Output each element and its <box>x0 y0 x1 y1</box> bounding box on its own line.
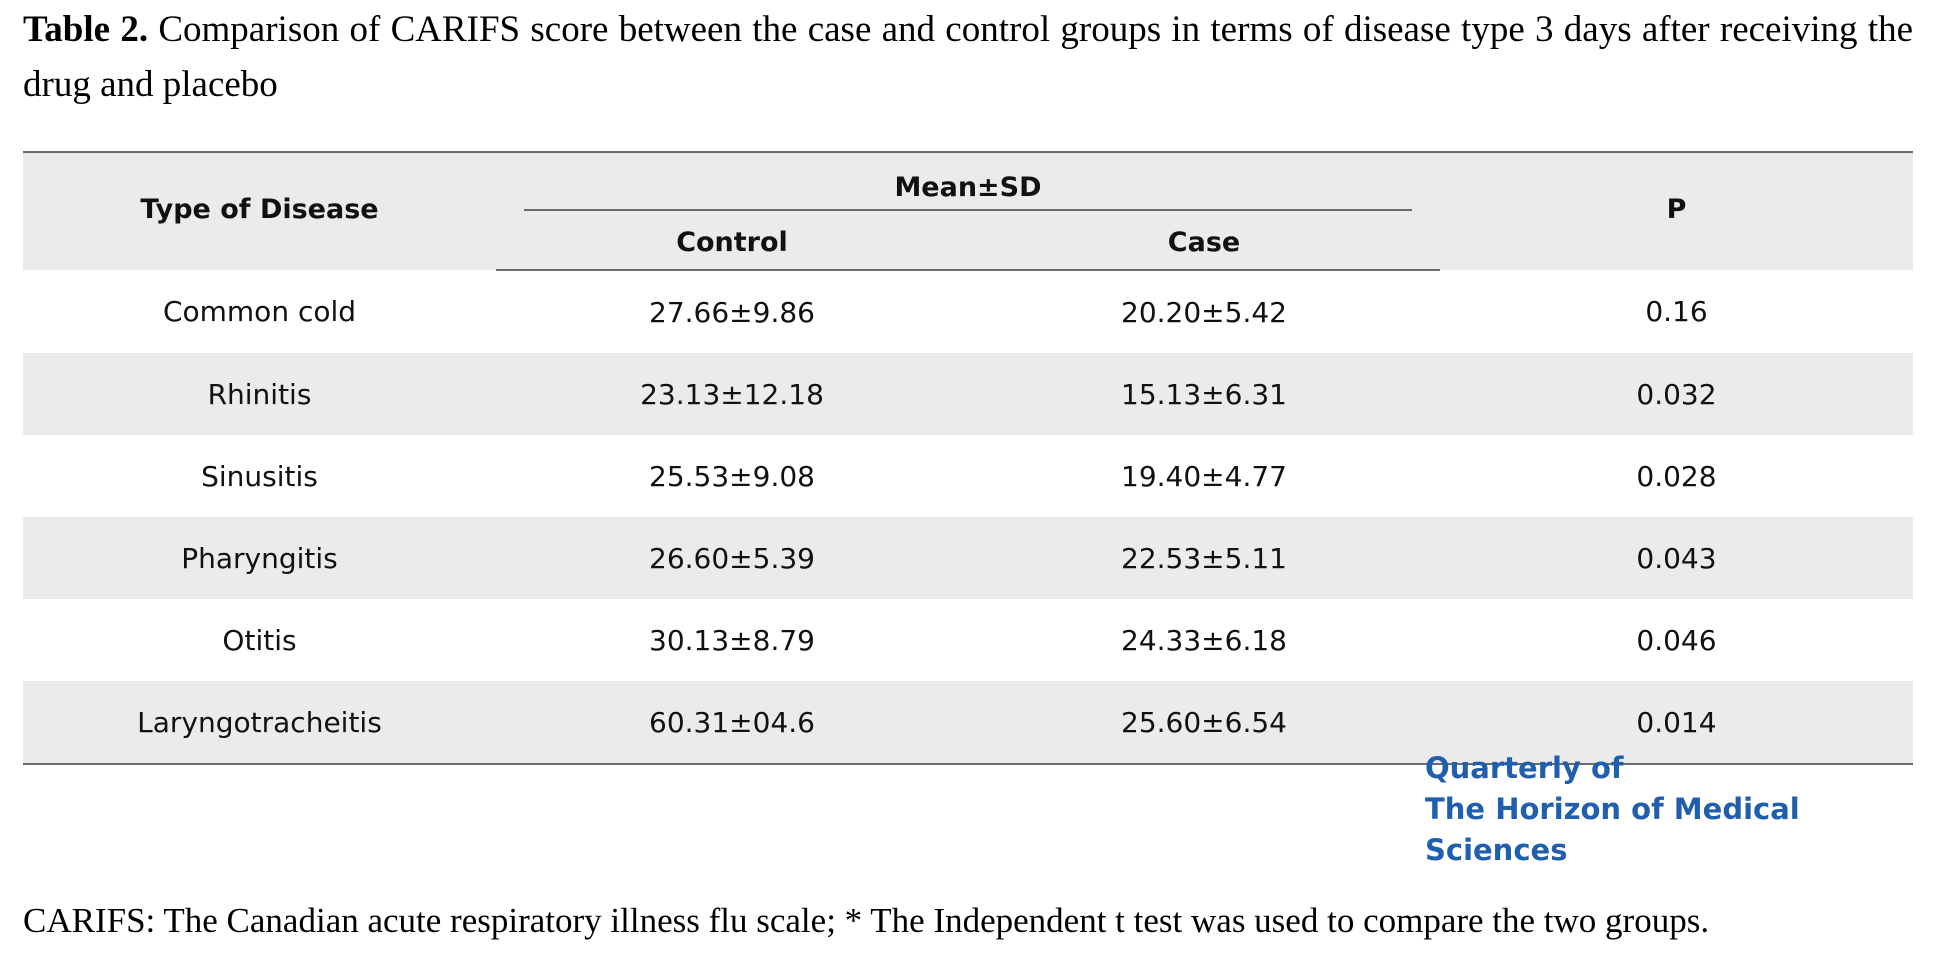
header-row-sub: Control Case <box>23 215 1913 271</box>
caption-lead: Table 2. <box>23 9 149 50</box>
journal-watermark: Quarterly of The Horizon of Medical Scie… <box>1425 748 1933 871</box>
header-type-of-disease: Type of Disease <box>23 152 496 270</box>
table-caption: Table 2. Comparison of CARIFS score betw… <box>23 2 1913 112</box>
cell-disease: Pharyngitis <box>23 517 496 599</box>
table-row: Sinusitis 25.53±9.08 19.40±4.77 0.028 <box>23 435 1913 517</box>
table-row: Laryngotracheitis 60.31±04.6 25.60±6.54 … <box>23 681 1913 765</box>
cell-control: 30.13±8.79 <box>649 623 815 657</box>
cell-case: 25.60±6.54 <box>968 681 1440 765</box>
table-row: Pharyngitis 26.60±5.39 22.53±5.11 0.043 <box>23 517 1913 599</box>
cell-disease: Otitis <box>222 623 297 657</box>
cell-disease: Common cold <box>162 295 357 328</box>
cell-p: 0.032 <box>1440 353 1913 435</box>
table-row: Common cold 27.66±9.86 20.20±5.42 0.16 <box>23 270 1913 353</box>
header-control: Control <box>496 215 968 271</box>
header-row-top: Type of Disease Mean±SD P <box>23 152 1913 270</box>
cell-control: 26.60±5.39 <box>496 517 968 599</box>
cell-control: 27.66±9.86 <box>649 295 815 329</box>
caption-text: Comparison of CARIFS score between the c… <box>23 9 1913 105</box>
cell-p: 0.16 <box>1645 295 1708 328</box>
header-mean-sd: Mean±SD <box>496 152 1440 215</box>
cell-case: 15.13±6.31 <box>968 353 1440 435</box>
cell-p: 0.014 <box>1440 681 1913 765</box>
results-table: Type of Disease Mean±SD P Control Case C… <box>23 151 1913 765</box>
table-footnote: CARIFS: The Canadian acute respiratory i… <box>23 901 1710 940</box>
mean-sd-label-wrap: Mean±SD <box>524 172 1412 211</box>
cell-case: 24.33±6.18 <box>1121 623 1287 657</box>
cell-p: 0.028 <box>1636 459 1717 493</box>
cell-case: 19.40±4.77 <box>1121 459 1287 493</box>
cell-disease: Laryngotracheitis <box>23 681 496 765</box>
cell-control: 60.31±04.6 <box>496 681 968 765</box>
cell-p: 0.046 <box>1636 623 1717 657</box>
header-case: Case <box>968 215 1440 271</box>
cell-disease: Rhinitis <box>23 353 496 435</box>
cell-disease: Sinusitis <box>201 459 318 493</box>
cell-control: 25.53±9.08 <box>649 459 815 493</box>
cell-case: 22.53±5.11 <box>968 517 1440 599</box>
mean-sd-label: Mean±SD <box>894 172 1042 203</box>
watermark-line2: The Horizon of Medical Sciences <box>1425 792 1800 867</box>
cell-case: 20.20±5.42 <box>1121 295 1287 329</box>
table-row: Otitis 30.13±8.79 24.33±6.18 0.046 <box>23 599 1913 681</box>
header-p: P <box>1440 152 1913 270</box>
table-row: Rhinitis 23.13±12.18 15.13±6.31 0.032 <box>23 353 1913 435</box>
cell-control: 23.13±12.18 <box>496 353 968 435</box>
watermark-line1: Quarterly of <box>1425 751 1624 785</box>
cell-p: 0.043 <box>1440 517 1913 599</box>
